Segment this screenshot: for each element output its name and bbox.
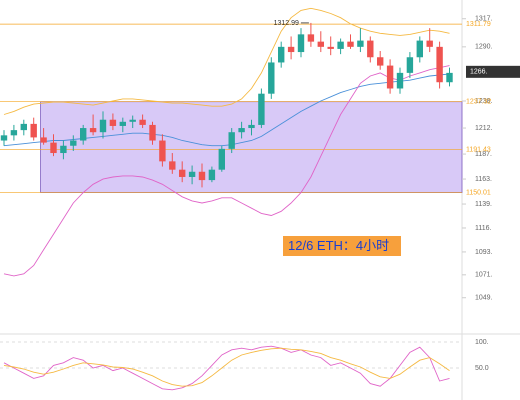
candle-body <box>20 123 27 131</box>
y-tick-label: 1071. <box>475 272 493 279</box>
candle-body <box>30 123 37 138</box>
price-level-label: 1191.43 <box>466 146 491 153</box>
annotation: 12/6 ETH：4小时 <box>288 238 389 253</box>
indicator-line <box>3 73 450 147</box>
candle-body <box>139 119 146 125</box>
y-tick-label: 1116. <box>475 225 492 232</box>
candle-body <box>169 161 176 170</box>
candle-body <box>396 72 404 89</box>
candle-body <box>218 148 225 170</box>
candle-body <box>248 124 255 129</box>
y-tick-label: 1049. <box>475 295 493 302</box>
candle-body <box>406 57 414 73</box>
candle-body <box>337 41 344 49</box>
candle-body <box>50 142 57 154</box>
candle-body <box>60 145 67 154</box>
sub-tick-label: 50.0 <box>475 365 489 372</box>
candle-body <box>188 171 196 177</box>
candle-body <box>278 46 285 63</box>
candle-body <box>287 46 295 53</box>
candle-body <box>10 130 18 136</box>
candle-body <box>307 34 315 42</box>
candle-body <box>40 137 47 143</box>
candle-body <box>208 169 216 181</box>
candle-body <box>327 46 334 49</box>
candle-body <box>80 128 87 141</box>
oscillator-line <box>3 347 450 387</box>
candle-body <box>228 132 235 149</box>
y-tick-label: 1317. <box>475 16 493 23</box>
y-tick-label: 1139. <box>475 201 492 208</box>
y-tick-label: 1187. <box>475 151 492 158</box>
candle-body <box>426 40 433 47</box>
price-level-label: 1150.01 <box>466 189 491 196</box>
candle-body <box>149 124 156 141</box>
oscillator-line <box>3 345 450 391</box>
candle-body <box>179 169 186 177</box>
candle-body <box>0 135 8 141</box>
plot-bg <box>0 0 462 400</box>
y-tick-label: 1093. <box>475 249 493 256</box>
high-marker-label: 1312.99 <box>274 20 299 27</box>
price-level-label: 1311.79 <box>466 21 491 28</box>
y-tick-label: 1238. <box>475 98 493 105</box>
price-level-label: 1237.32 <box>466 99 491 106</box>
candle-body <box>386 65 394 89</box>
candle-body <box>99 119 107 133</box>
candle-body <box>367 40 374 58</box>
candle-body <box>238 128 245 133</box>
sub-tick-label: 100. <box>475 339 489 346</box>
candle-body <box>198 171 206 181</box>
last-price-tag <box>466 65 520 78</box>
candle-body <box>109 119 117 126</box>
last-price-label: 1266. <box>470 69 488 76</box>
candle-body <box>416 40 423 58</box>
candle-body <box>347 41 354 47</box>
y-tick-label: 1163. <box>475 176 492 183</box>
candle-body <box>129 119 136 122</box>
candle-body <box>70 140 77 146</box>
indicator-line <box>3 7 450 115</box>
candle-body <box>436 46 443 83</box>
candle-body <box>446 72 453 83</box>
candle-body <box>268 62 275 94</box>
annotation-box <box>283 236 401 256</box>
y-tick-label: 1212. <box>475 125 493 132</box>
candle-body <box>159 140 166 162</box>
candle-body <box>119 121 126 126</box>
candle-body <box>89 128 97 133</box>
candle-body <box>297 34 305 53</box>
candle-body <box>317 41 324 47</box>
candle-body <box>258 93 265 125</box>
y-tick-label: 1290. <box>475 44 493 51</box>
candle-body <box>357 40 364 47</box>
candle-body <box>377 57 384 66</box>
indicator-line <box>3 65 450 277</box>
